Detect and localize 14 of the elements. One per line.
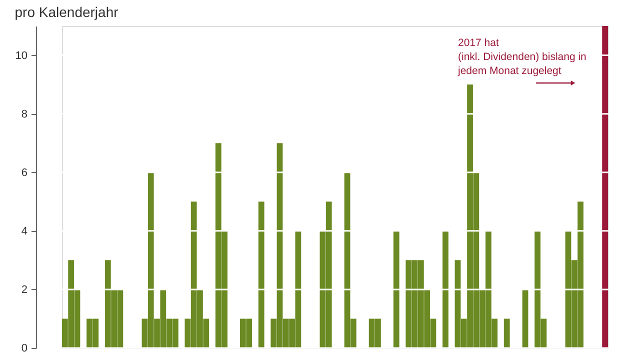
y-tick-label: 0 xyxy=(21,342,28,354)
y-tick-label: 4 xyxy=(21,225,28,238)
y-tick-label: 10 xyxy=(15,50,28,62)
bar xyxy=(504,318,510,348)
annotation: 2017 hat (inkl. Dividenden) bislang in jedem Monat zugelegt xyxy=(457,37,587,77)
bar xyxy=(602,26,608,348)
y-tick-label: 8 xyxy=(21,108,28,120)
y-tick-label: 2 xyxy=(21,284,28,296)
bar xyxy=(442,230,448,348)
bar xyxy=(522,289,528,348)
bar xyxy=(393,230,400,348)
bar xyxy=(258,202,264,348)
chart-title: pro Kalenderjahr xyxy=(14,4,119,20)
y-tick-label: 6 xyxy=(21,166,28,179)
